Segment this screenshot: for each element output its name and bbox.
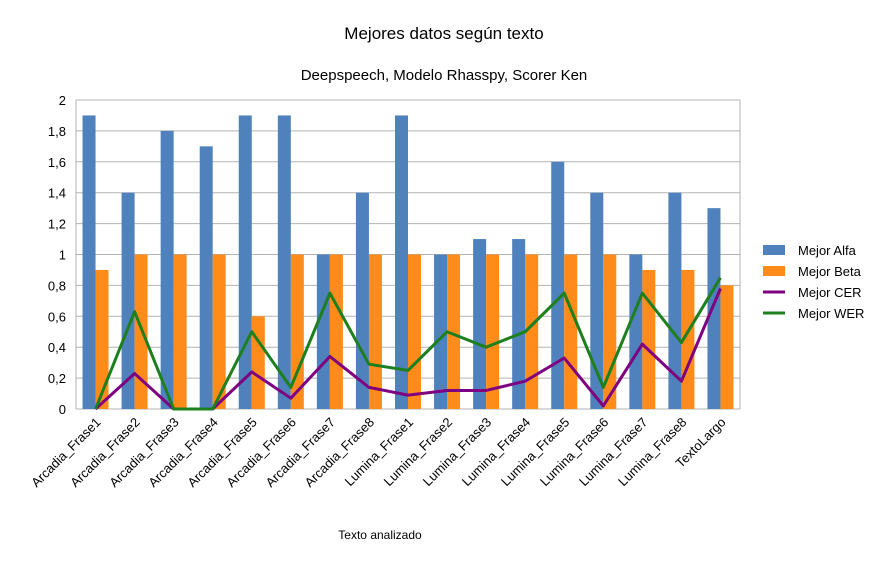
y-tick-label: 0,6 xyxy=(48,309,66,324)
bar-mejor-beta xyxy=(95,269,109,409)
x-tick-label: Arcadia_Frase4 xyxy=(145,415,221,491)
bar-mejor-beta xyxy=(251,316,265,409)
line-mejor-wer xyxy=(94,276,722,411)
lines xyxy=(94,276,722,411)
y-tick-label: 1,8 xyxy=(48,124,66,139)
y-tick-label: 0,8 xyxy=(48,278,66,293)
legend: Mejor Alfa Mejor Beta Mejor CER Mejor WER xyxy=(763,243,864,321)
bar-mejor-alfa xyxy=(316,254,330,409)
bar-mejor-beta xyxy=(720,285,734,409)
x-tick-label: Arcadia_Frase3 xyxy=(106,415,182,491)
bar-mejor-alfa xyxy=(160,130,174,409)
legend-label: Mejor WER xyxy=(798,306,864,321)
bar-mejor-alfa xyxy=(277,115,291,409)
y-tick-label: 1,4 xyxy=(48,186,66,201)
y-axis-ticks: 0 0,2 0,4 0,6 0,8 1 1,2 1,4 1,6 1,8 2 xyxy=(48,93,66,417)
y-tick-label: 0,4 xyxy=(48,340,66,355)
x-axis-ticks: Arcadia_Frase1Arcadia_Frase2Arcadia_Fras… xyxy=(28,415,728,491)
legend-label: Mejor CER xyxy=(798,285,862,300)
x-tick-label: Lumina_Frase4 xyxy=(459,415,533,489)
y-tick-label: 1,6 xyxy=(48,155,66,170)
bar-mejor-beta xyxy=(329,254,343,409)
legend-swatch xyxy=(763,266,785,276)
bar-mejor-alfa xyxy=(707,208,721,409)
y-tick-label: 0 xyxy=(59,402,66,417)
bar-mejor-alfa xyxy=(121,192,135,409)
x-tick-label: Lumina_Frase2 xyxy=(381,415,455,489)
bar-mejor-alfa xyxy=(395,115,408,409)
bar-mejor-alfa xyxy=(668,192,682,409)
x-tick-label: Lumina_Frase3 xyxy=(420,415,494,489)
bar-mejor-beta xyxy=(368,254,382,409)
bar-mejor-beta xyxy=(486,254,500,409)
bar-mejor-alfa xyxy=(434,254,448,409)
y-tick-label: 2 xyxy=(59,93,66,108)
legend-label: Mejor Beta xyxy=(798,264,862,279)
y-tick-label: 1 xyxy=(59,248,66,263)
bar-mejor-beta xyxy=(603,254,617,409)
x-tick-label: Arcadia_Frase1 xyxy=(28,415,104,491)
legend-swatch xyxy=(763,245,785,255)
bar-mejor-beta xyxy=(564,254,578,409)
chart-title: Mejores datos según texto xyxy=(344,24,543,43)
bar-mejor-alfa xyxy=(238,115,252,409)
bar-mejor-beta xyxy=(408,254,421,409)
bar-mejor-alfa xyxy=(355,192,369,409)
bar-mejor-beta xyxy=(642,269,656,409)
x-tick-label: Arcadia_Frase7 xyxy=(262,415,338,491)
bar-mejor-beta xyxy=(173,254,187,409)
x-tick-label: Arcadia_Frase2 xyxy=(67,415,143,491)
x-tick-label: Lumina_Frase5 xyxy=(498,415,572,489)
y-tick-label: 0,2 xyxy=(48,371,66,386)
bar-mejor-alfa xyxy=(82,115,96,409)
bar-mejor-alfa xyxy=(590,192,604,409)
bar-mejor-alfa xyxy=(551,161,565,409)
x-tick-label: Lumina_Frase8 xyxy=(615,415,689,489)
bar-mejor-beta xyxy=(212,254,226,409)
x-tick-label: Arcadia_Frase8 xyxy=(302,415,378,491)
x-tick-label: Lumina_Frase1 xyxy=(342,415,416,489)
bar-mejor-beta xyxy=(525,254,539,409)
bar-mejor-alfa xyxy=(473,239,487,409)
x-tick-label: Lumina_Frase6 xyxy=(537,415,611,489)
x-tick-label: Arcadia_Frase5 xyxy=(184,415,260,491)
bar-mejor-alfa xyxy=(629,254,643,409)
chart-subtitle: Deepspeech, Modelo Rhasspy, Scorer Ken xyxy=(301,67,588,84)
y-tick-label: 1,2 xyxy=(48,217,66,232)
bar-mejor-beta xyxy=(447,254,461,409)
bars xyxy=(82,115,734,409)
bar-mejor-alfa xyxy=(199,146,213,409)
x-tick-label: Lumina_Frase7 xyxy=(576,415,650,489)
bar-mejor-beta xyxy=(290,254,304,409)
x-tick-label: Arcadia_Frase6 xyxy=(223,415,299,491)
bar-mejor-alfa xyxy=(512,239,526,409)
legend-label: Mejor Alfa xyxy=(798,243,857,258)
x-axis-label: Texto analizado xyxy=(338,528,422,542)
